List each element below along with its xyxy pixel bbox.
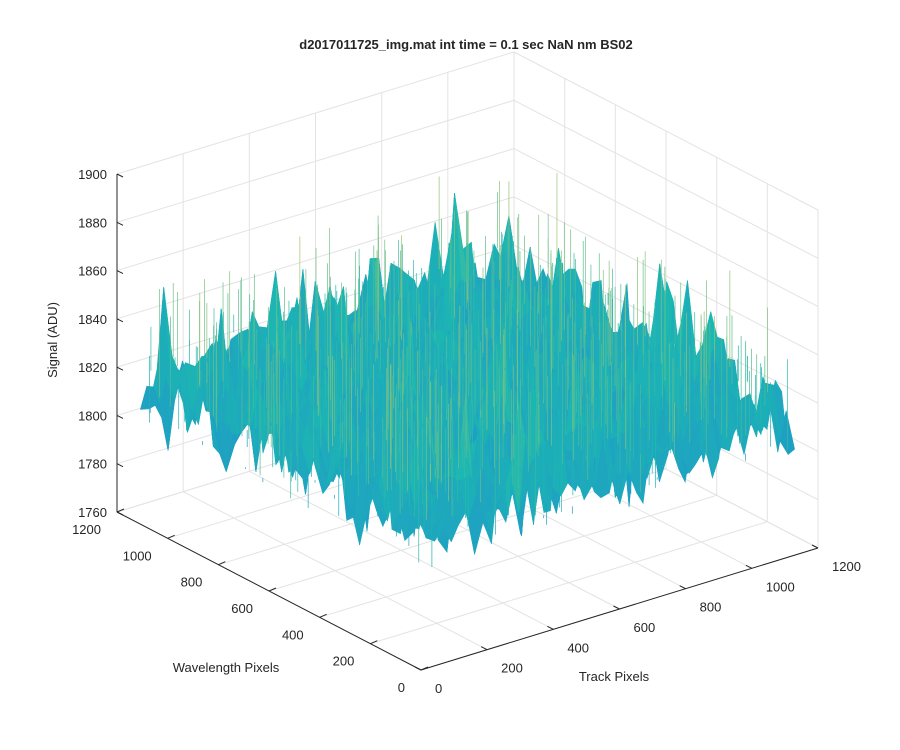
x-tick-mark — [745, 564, 753, 569]
z-tick-mark — [116, 366, 124, 371]
y-tick-label: 1000 — [123, 548, 152, 563]
z-tick-label: 1780 — [78, 457, 107, 472]
z-tick-label: 1880 — [78, 215, 107, 230]
chart-title: d2017011725_img.mat int time = 0.1 sec N… — [299, 37, 632, 52]
x-tick-mark — [613, 605, 620, 610]
z-tick-mark — [116, 221, 124, 226]
z-axis-label: Signal (ADU) — [45, 302, 60, 378]
y-tick-label: 600 — [231, 601, 253, 616]
y-tick-mark — [420, 666, 429, 671]
x-tick-mark — [811, 544, 819, 549]
z-tick-label: 1820 — [78, 360, 107, 375]
z-tick-label: 1860 — [78, 264, 107, 279]
y-tick-label: 200 — [333, 654, 355, 669]
z-tick-mark — [116, 270, 124, 275]
y-tick-label: 1200 — [72, 522, 101, 537]
grid-line — [116, 99, 515, 223]
x-tick-mark — [547, 625, 554, 630]
z-tick-mark — [116, 511, 124, 516]
tick-labels: 0 200 400 600 800 1000 1200 0 200 400 600 800 1000 12… — [72, 167, 861, 696]
x-tick-label: 1000 — [766, 579, 795, 594]
z-tick-mark — [116, 173, 124, 178]
y-tick-mark — [370, 640, 378, 645]
grid-line — [116, 196, 515, 320]
x-tick-label: 200 — [501, 661, 523, 676]
y-tick-mark — [218, 561, 226, 566]
axes-lines — [116, 173, 819, 671]
x-tick-label: 1200 — [832, 559, 861, 574]
x-tick-label: 800 — [700, 600, 722, 615]
grid-line — [116, 51, 515, 175]
y-tick-mark — [268, 587, 277, 592]
z-tick-label: 1760 — [78, 505, 107, 520]
y-tick-label: 400 — [282, 627, 304, 642]
y-axis-label: Wavelength Pixels — [173, 660, 280, 675]
z-tick-label: 1800 — [78, 408, 107, 423]
z-tick-label: 1900 — [78, 167, 107, 182]
grid-line — [319, 494, 717, 618]
x-tick-mark — [679, 585, 686, 590]
y-tick-label: 800 — [181, 575, 203, 590]
z-tick-mark — [116, 318, 124, 323]
x-tick-label: 600 — [634, 620, 656, 635]
y-tick-mark — [116, 508, 125, 513]
surface-mesh — [139, 172, 795, 567]
y-tick-mark — [167, 534, 175, 539]
y-tick-mark — [319, 613, 327, 618]
grid-line — [513, 51, 819, 211]
x-axis-label: Track Pixels — [579, 669, 650, 684]
z-tick-label: 1840 — [78, 312, 107, 327]
grid-line — [370, 521, 768, 645]
grid-line — [513, 99, 819, 259]
grid-line — [116, 148, 515, 272]
x-tick-mark — [414, 666, 422, 671]
x-tick-label: 400 — [567, 640, 589, 655]
y-tick-label: 0 — [398, 680, 405, 695]
grid-line — [513, 148, 819, 308]
x-tick-label: 0 — [435, 681, 442, 696]
x-tick-mark — [480, 646, 488, 651]
surface-patch — [417, 512, 434, 539]
z-tick-mark — [116, 463, 124, 468]
z-tick-mark — [116, 414, 124, 419]
